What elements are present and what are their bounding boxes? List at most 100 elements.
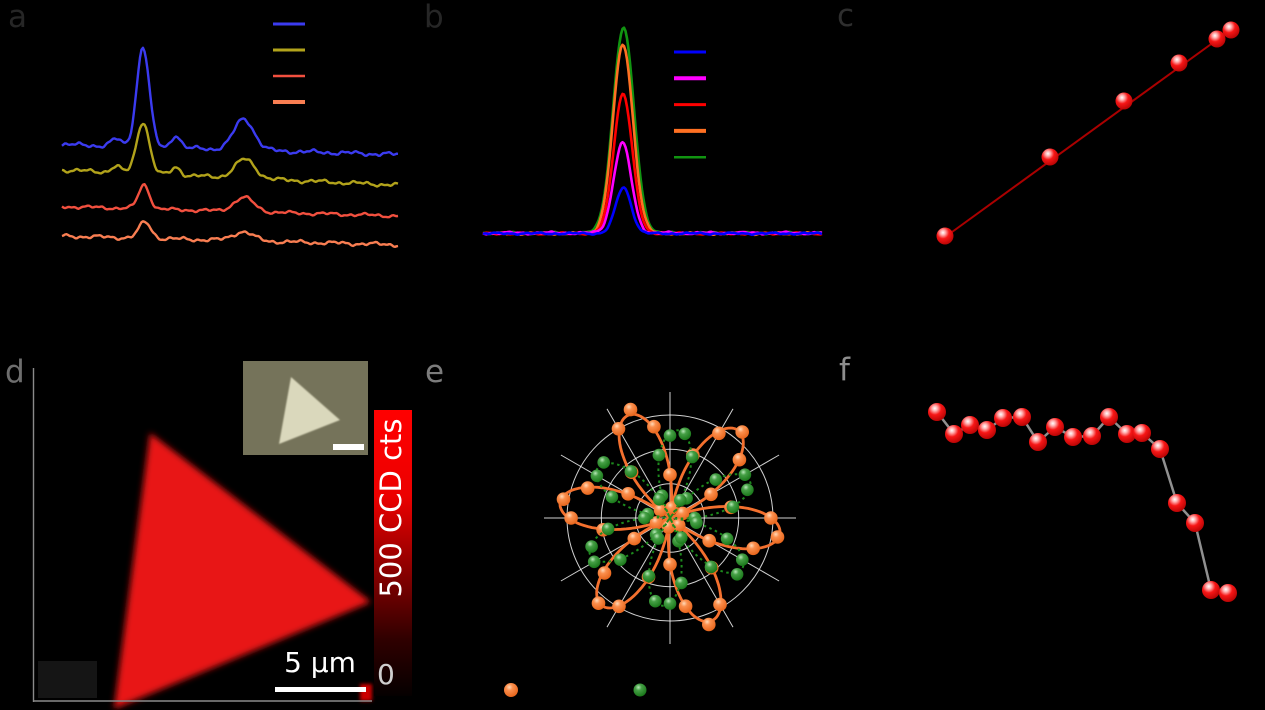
rose-green-point (709, 473, 723, 486)
inset-scalebar (333, 444, 364, 450)
data-point (1208, 30, 1226, 48)
panel-f-plot (928, 403, 1237, 602)
rose-green-point (674, 493, 687, 507)
rose-green-point (587, 555, 601, 569)
rose-green-point (590, 469, 604, 483)
data-point (936, 227, 954, 245)
data-point (1151, 440, 1169, 458)
peak-curve-peak-blue (482, 186, 823, 236)
rose-orange-point (653, 503, 668, 517)
scalebar-label: 5 μm (284, 646, 356, 679)
rose-orange-point (591, 596, 606, 610)
rose-orange-point (621, 487, 635, 501)
rose-green-point (651, 532, 665, 545)
fit-line (940, 25, 1237, 241)
data-point (1046, 418, 1064, 436)
rose-green-point (585, 540, 598, 553)
peak-curve-peak-red (482, 92, 823, 236)
rose-orange-point (702, 533, 716, 548)
rose-orange-point (556, 492, 571, 507)
spectrum-curve-spectrum-2 (61, 122, 399, 188)
rose-orange-point (678, 599, 693, 613)
map-corner-blob (360, 684, 372, 701)
rose-orange-point (746, 541, 760, 556)
data-point (1100, 408, 1118, 426)
peak-curve-peak-orange (483, 43, 823, 237)
rose-green-point (638, 511, 651, 525)
rose-orange-point (597, 566, 612, 580)
rose-orange-point (612, 599, 626, 614)
data-point (994, 409, 1012, 427)
rose-orange-point (675, 506, 690, 521)
data-point (1064, 428, 1082, 446)
colorbar (374, 410, 412, 696)
spectrum-curve-spectrum-4 (61, 220, 399, 248)
rose-orange-point (732, 452, 747, 467)
colorbar-label-text: 500 CCD cts (374, 418, 408, 598)
spectrum-curve-spectrum-1 (61, 46, 399, 157)
rose-green-point (720, 532, 734, 546)
rose-green-point (652, 493, 666, 506)
rose-orange-point (713, 597, 727, 612)
rose-green-point (738, 468, 752, 482)
rose-green-point (605, 490, 619, 504)
data-point (1041, 148, 1059, 166)
data-point (1186, 514, 1204, 532)
rose-green-point (730, 568, 744, 581)
rose-orange-point (704, 487, 718, 502)
data-point (1133, 424, 1151, 442)
data-point (1029, 433, 1047, 451)
rose-green-point (704, 560, 718, 574)
rose-green-point (741, 483, 754, 497)
data-point (1115, 92, 1133, 110)
rose-green-point (663, 429, 677, 442)
rose-green-point (663, 597, 677, 610)
map-scalebar (275, 687, 366, 692)
rose-green-point (690, 516, 703, 529)
panel-label-c: c (837, 0, 855, 34)
rose-green-point (675, 576, 688, 590)
panel-d-map (32, 361, 412, 709)
data-point (1170, 54, 1188, 72)
rose-orange-point (623, 402, 638, 417)
data-point (978, 421, 996, 439)
panel-label-e: e (425, 354, 445, 390)
data-point (1202, 581, 1220, 599)
rose-orange-point (671, 518, 686, 533)
polar-ring (600, 448, 740, 588)
data-point (1118, 425, 1136, 443)
spectrum-curve-spectrum-3 (61, 183, 399, 219)
data-point (1168, 494, 1186, 512)
data-point (961, 416, 979, 434)
data-point (1219, 584, 1237, 602)
map-dark-patch (38, 661, 97, 698)
panel-label-b: b (424, 0, 444, 35)
rose-green-point (726, 500, 740, 514)
data-point (1083, 427, 1101, 445)
polar-legend-dot (504, 683, 518, 697)
panel-a-plot (61, 22, 399, 248)
rose-orange-point (712, 426, 726, 441)
rose-green-point (597, 456, 610, 469)
rose-orange-point (702, 617, 716, 632)
polar-legend-dot (633, 683, 647, 697)
panel-c-plot (936, 21, 1240, 245)
rose-orange-point (663, 467, 677, 482)
rose-green-point (624, 465, 638, 478)
data-point (928, 403, 946, 421)
rose-green-point (642, 569, 656, 583)
data-point (1222, 21, 1240, 39)
rose-orange-point (661, 520, 676, 534)
panel-label-f: f (839, 352, 850, 388)
peak-curve-peak-green (483, 26, 822, 236)
inset-triangle (279, 377, 340, 444)
rose-green-point (685, 450, 699, 464)
rose-orange-point (649, 516, 664, 530)
rose-orange-point (663, 557, 677, 572)
rose-green-point (649, 594, 662, 608)
panel-label-d: d (5, 354, 25, 390)
rose-green-point (678, 427, 692, 441)
rose-green-point (652, 448, 666, 462)
